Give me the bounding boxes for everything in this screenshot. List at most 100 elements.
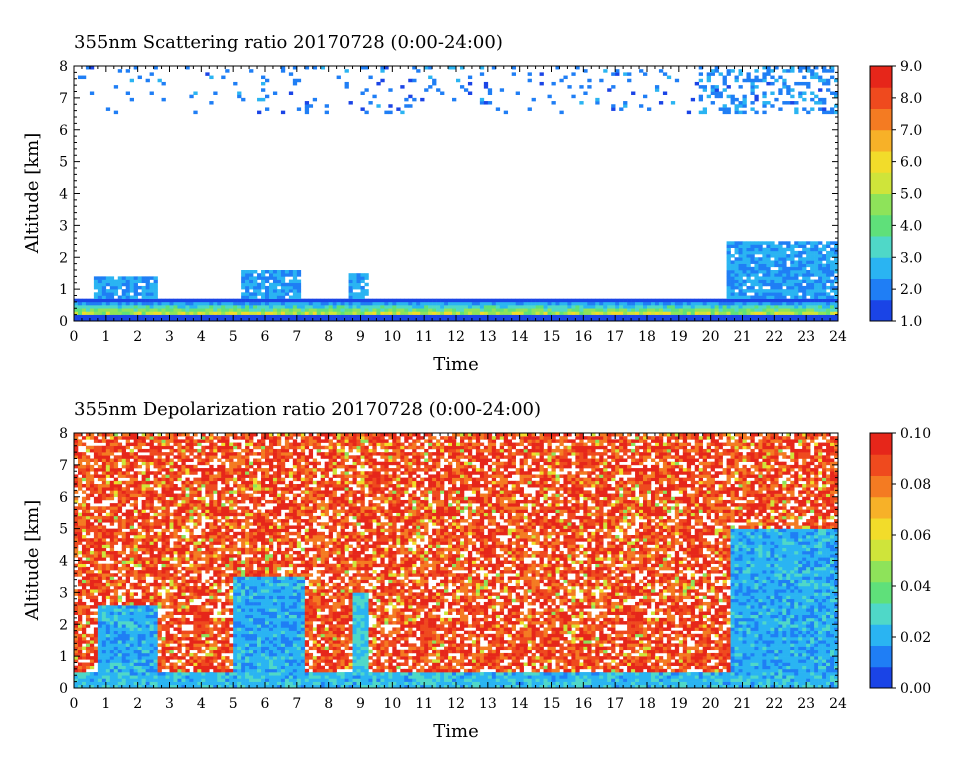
heatmap-cell [400,305,405,309]
heatmap-cell [165,314,170,319]
heatmap-cell [165,598,170,603]
heatmap-cell [181,668,186,673]
heatmap-cell [125,455,131,459]
heatmap-cell [177,557,182,561]
heatmap-cell [722,88,727,92]
heatmap-cell [436,298,441,303]
heatmap-cell [818,107,823,111]
heatmap-cell [185,493,190,498]
heatmap-cell [750,285,755,290]
heatmap-cell [165,512,170,517]
heatmap-cell [93,563,99,568]
heatmap-cell [173,487,178,491]
heatmap-cell [173,566,178,571]
heatmap-cell [169,490,174,494]
heatmap-cell [165,589,170,593]
heatmap-cell [81,589,87,593]
heatmap-cell [109,605,115,609]
heatmap-cell [129,633,134,638]
heatmap-cell [145,570,150,574]
heatmap-cell [149,659,154,663]
heatmap-cell [81,452,87,456]
heatmap-cell [173,656,178,660]
heatmap-cell [304,107,310,111]
heatmap-cell [539,308,544,312]
heatmap-cell [205,601,210,606]
heatmap-cell [356,282,361,287]
heatmap-cell [145,595,150,600]
heatmap-cell [149,557,154,561]
heatmap-cell [834,279,839,284]
heatmap-cell [666,308,672,312]
heatmap-cell [818,78,823,83]
heatmap-cell [706,301,711,306]
heatmap-cell [117,643,123,647]
heatmap-cell [205,535,210,539]
heatmap-cell [654,308,660,312]
heatmap-cell [113,608,119,612]
heatmap-cell [336,314,341,319]
heatmap-cell [93,541,99,545]
heatmap-cell [810,292,815,296]
y-tick-label: 3 [59,218,68,234]
heatmap-cell [153,525,158,529]
heatmap-cell [141,317,146,322]
heatmap-cell [177,617,182,622]
heatmap-scattering [74,66,839,322]
heatmap-cell [253,311,258,315]
heatmap-cell [221,317,226,322]
heatmap-cell [786,279,791,284]
heatmap-cell [105,649,111,654]
heatmap-cell [806,308,811,312]
heatmap-cell [714,66,719,70]
heatmap-cell [786,292,791,296]
heatmap-cell [81,490,87,494]
heatmap-cell [205,611,210,615]
heatmap-cell [97,582,103,587]
heatmap-cell [157,78,162,83]
heatmap-cell [153,317,158,322]
heatmap-cell [97,448,103,453]
heatmap-cell [161,509,166,513]
heatmap-cell [153,544,158,549]
heatmap-cell [117,490,123,494]
heatmap-cell [97,563,103,568]
heatmap-cell [814,298,819,303]
heatmap-cell [109,563,115,568]
heatmap-cell [121,289,127,293]
heatmap-cell [822,66,827,70]
heatmap-cell [292,270,298,274]
heatmap-cell [157,560,162,564]
heatmap-cell [117,646,123,651]
heatmap-cell [766,254,771,258]
heatmap-cell [786,298,791,303]
heatmap-cell [89,484,95,488]
heatmap-cell [125,627,131,631]
heatmap-cell [169,624,174,628]
heatmap-cell [424,308,429,312]
heatmap-cell [189,471,194,475]
heatmap-cell [93,496,99,501]
heatmap-cell [814,263,819,268]
heatmap-cell [830,282,835,287]
colorbar-segment [870,172,892,194]
heatmap-cell [197,570,202,574]
heatmap-cell [129,672,134,676]
heatmap-cell [85,582,91,587]
heatmap-cell [376,298,381,303]
colorbar-tick-label: 6.0 [900,155,922,171]
heatmap-cell [384,314,389,319]
heatmap-cell [336,308,341,312]
heatmap-cell [201,624,206,628]
heatmap-cell [257,289,262,293]
heatmap-cell [129,464,134,469]
heatmap-cell [101,471,107,475]
heatmap-cell [153,301,158,306]
scattering-ratio-panel: 355nm Scattering ratio 20170728 (0:00-24… [22,32,922,375]
heatmap-cell [360,317,365,322]
heatmap-cell [149,678,154,682]
heatmap-cell [193,503,198,507]
heatmap-cell [177,445,182,450]
heatmap-cell [105,512,111,517]
heatmap-cell [181,461,186,466]
